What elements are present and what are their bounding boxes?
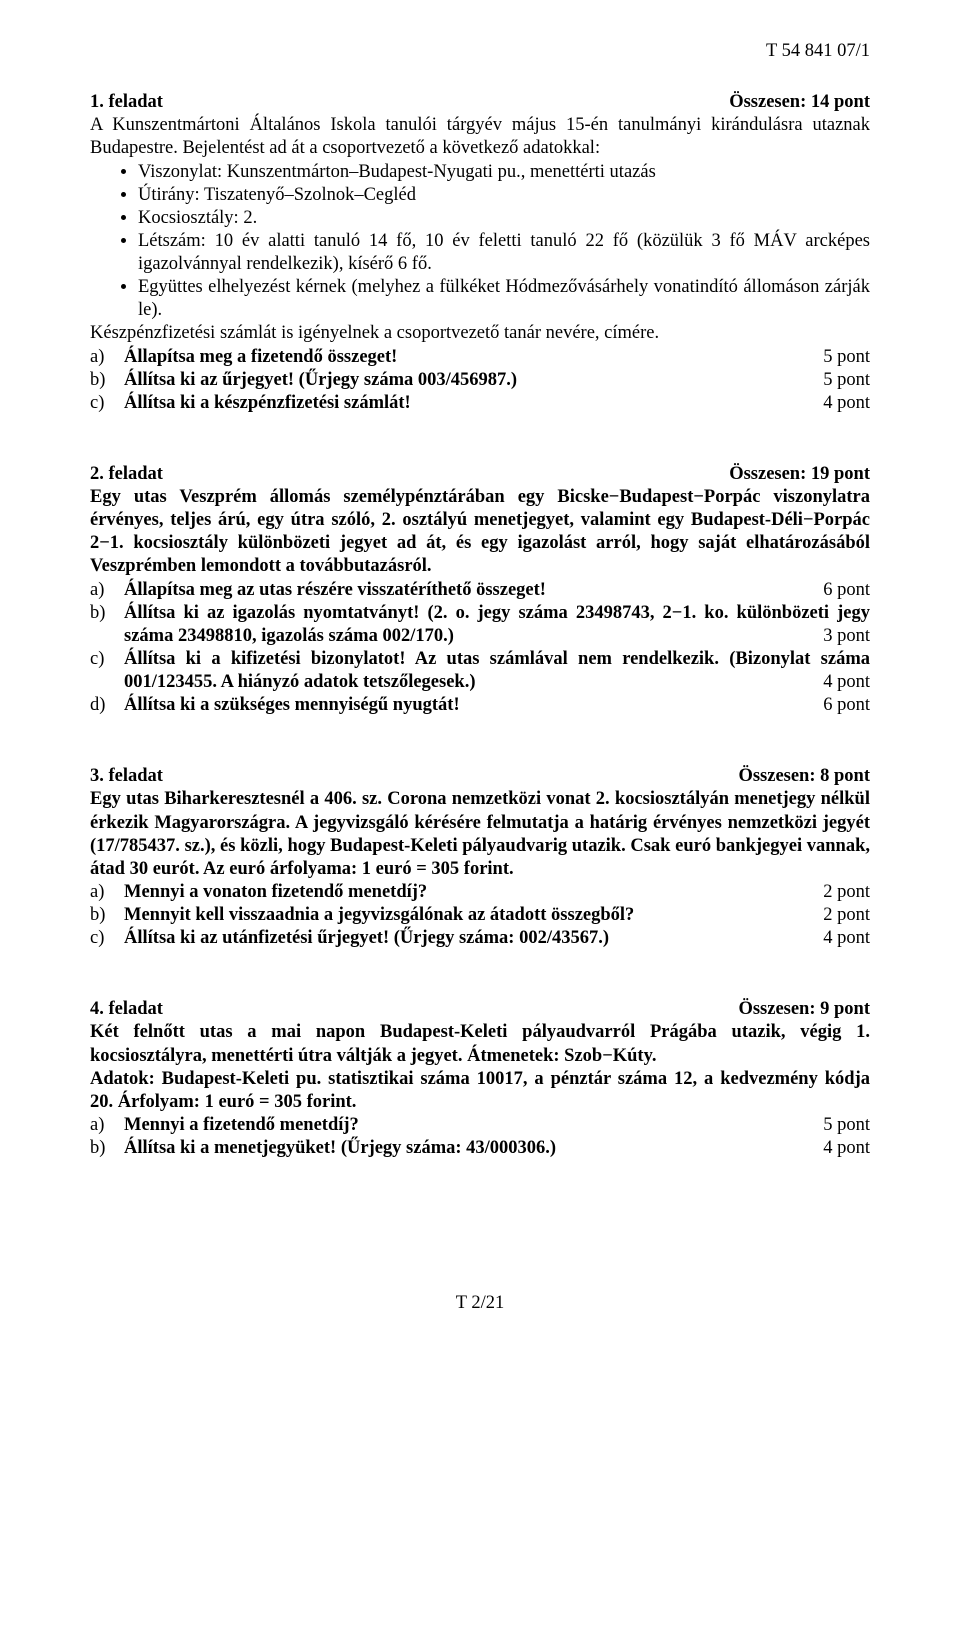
subq-text: Állapítsa meg a fizetendő összeget! 5 po… — [124, 346, 870, 369]
task-2-c: c) Állítsa ki a kifizetési bizonylatot! … — [90, 648, 870, 694]
subq-letter: a) — [90, 579, 124, 602]
subq-points: 4 pont — [823, 392, 870, 415]
task-3: 3. feladat Összesen: 8 pont Egy utas Bih… — [90, 765, 870, 950]
subq-text: Mennyi a vonaton fizetendő menetdíj? 2 p… — [124, 881, 870, 904]
task-1-a: a) Állapítsa meg a fizetendő összeget! 5… — [90, 346, 870, 369]
task-4: 4. feladat Összesen: 9 pont Két felnőtt … — [90, 998, 870, 1160]
task-3-points: Összesen: 8 pont — [738, 765, 870, 788]
subq-points: 5 pont — [823, 369, 870, 392]
subq-letter: a) — [90, 881, 124, 904]
subq-text: Állítsa ki az utánfizetési űrjegyet! (Űr… — [124, 927, 870, 950]
subq-letter: b) — [90, 904, 124, 927]
task-4-intro-1: Két felnőtt utas a mai napon Budapest-Ke… — [90, 1021, 870, 1067]
task-4-intro-2: Adatok: Budapest-Keleti pu. statisztikai… — [90, 1068, 870, 1114]
list-item: Kocsiosztály: 2. — [138, 207, 870, 230]
subq-points: 4 pont — [823, 671, 870, 694]
subq-letter: d) — [90, 694, 124, 717]
subq-body: Mennyi a vonaton fizetendő menetdíj? — [124, 882, 427, 902]
task-1: 1. feladat Összesen: 14 pont A Kunszentm… — [90, 91, 870, 415]
subq-body: Állapítsa meg az utas részére visszatérí… — [124, 580, 546, 600]
subq-letter: b) — [90, 369, 124, 392]
task-1-c: c) Állítsa ki a készpénzfizetési számlát… — [90, 392, 870, 415]
task-3-title: 3. feladat — [90, 765, 163, 788]
task-4-title: 4. feladat — [90, 998, 163, 1021]
task-3-b: b) Mennyit kell visszaadnia a jegyvizsgá… — [90, 904, 870, 927]
subq-points: 2 pont — [823, 881, 870, 904]
subq-body: Mennyit kell visszaadnia a jegyvizsgálón… — [124, 905, 634, 925]
task-1-points: Összesen: 14 pont — [729, 91, 870, 114]
list-item: Létszám: 10 év alatti tanuló 14 fő, 10 é… — [138, 230, 870, 276]
subq-points: 6 pont — [823, 579, 870, 602]
task-1-b: b) Állítsa ki az űrjegyet! (Űrjegy száma… — [90, 369, 870, 392]
subq-body: Állítsa ki az igazolás nyomtatványt! (2.… — [124, 603, 870, 646]
subq-letter: b) — [90, 1137, 124, 1160]
subq-body: Állítsa ki az utánfizetési űrjegyet! (Űr… — [124, 928, 609, 948]
task-3-intro: Egy utas Biharkeresztesnél a 406. sz. Co… — [90, 788, 870, 881]
task-2-head: 2. feladat Összesen: 19 pont — [90, 463, 870, 486]
task-2-intro: Egy utas Veszprém állomás személypénztár… — [90, 486, 870, 579]
subq-points: 6 pont — [823, 694, 870, 717]
list-item: Viszonylat: Kunszentmárton–Budapest-Nyug… — [138, 161, 870, 184]
subq-points: 3 pont — [823, 625, 870, 648]
subq-letter: c) — [90, 392, 124, 415]
list-item: Útirány: Tiszatenyő–Szolnok–Cegléd — [138, 184, 870, 207]
subq-body: Állítsa ki a kifizetési bizonylatot! Az … — [124, 649, 870, 692]
subq-text: Állítsa ki az űrjegyet! (Űrjegy száma 00… — [124, 369, 870, 392]
subq-text: Állítsa ki a menetjegyüket! (Űrjegy szám… — [124, 1137, 870, 1160]
task-2-b: b) Állítsa ki az igazolás nyomtatványt! … — [90, 602, 870, 648]
subq-body: Állapítsa meg a fizetendő összeget! — [124, 347, 397, 367]
task-1-head: 1. feladat Összesen: 14 pont — [90, 91, 870, 114]
task-3-a: a) Mennyi a vonaton fizetendő menetdíj? … — [90, 881, 870, 904]
page-footer: T 2/21 — [90, 1292, 870, 1315]
task-1-intro: A Kunszentmártoni Általános Iskola tanul… — [90, 114, 870, 160]
subq-letter: c) — [90, 927, 124, 950]
task-4-head: 4. feladat Összesen: 9 pont — [90, 998, 870, 1021]
task-2: 2. feladat Összesen: 19 pont Egy utas Ve… — [90, 463, 870, 717]
subq-text: Állítsa ki az igazolás nyomtatványt! (2.… — [124, 602, 870, 648]
subq-points: 4 pont — [823, 1137, 870, 1160]
subq-letter: a) — [90, 346, 124, 369]
task-4-a: a) Mennyi a fizetendő menetdíj? 5 pont — [90, 1114, 870, 1137]
subq-body: Állítsa ki az űrjegyet! (Űrjegy száma 00… — [124, 370, 517, 390]
subq-body: Állítsa ki a szükséges mennyiségű nyugtá… — [124, 695, 460, 715]
subq-text: Mennyit kell visszaadnia a jegyvizsgálón… — [124, 904, 870, 927]
subq-points: 2 pont — [823, 904, 870, 927]
task-2-a: a) Állapítsa meg az utas részére visszat… — [90, 579, 870, 602]
subq-text: Állítsa ki a kifizetési bizonylatot! Az … — [124, 648, 870, 694]
task-1-after-bullets: Készpénzfizetési számlát is igényelnek a… — [90, 322, 870, 345]
task-2-title: 2. feladat — [90, 463, 163, 486]
subq-points: 4 pont — [823, 927, 870, 950]
task-3-head: 3. feladat Összesen: 8 pont — [90, 765, 870, 788]
subq-points: 5 pont — [823, 346, 870, 369]
subq-body: Állítsa ki a menetjegyüket! (Űrjegy szám… — [124, 1138, 556, 1158]
subq-points: 5 pont — [823, 1114, 870, 1137]
task-4-b: b) Állítsa ki a menetjegyüket! (Űrjegy s… — [90, 1137, 870, 1160]
task-2-points: Összesen: 19 pont — [729, 463, 870, 486]
subq-text: Állítsa ki a szükséges mennyiségű nyugtá… — [124, 694, 870, 717]
task-2-d: d) Állítsa ki a szükséges mennyiségű nyu… — [90, 694, 870, 717]
subq-letter: c) — [90, 648, 124, 694]
task-4-points: Összesen: 9 pont — [738, 998, 870, 1021]
list-item: Együttes elhelyezést kérnek (melyhez a f… — [138, 276, 870, 322]
subq-text: Állítsa ki a készpénzfizetési számlát! 4… — [124, 392, 870, 415]
doc-id: T 54 841 07/1 — [90, 40, 870, 63]
subq-body: Állítsa ki a készpénzfizetési számlát! — [124, 393, 411, 413]
subq-letter: b) — [90, 602, 124, 648]
subq-text: Állapítsa meg az utas részére visszatérí… — [124, 579, 870, 602]
subq-text: Mennyi a fizetendő menetdíj? 5 pont — [124, 1114, 870, 1137]
task-1-title: 1. feladat — [90, 91, 163, 114]
task-3-c: c) Állítsa ki az utánfizetési űrjegyet! … — [90, 927, 870, 950]
subq-letter: a) — [90, 1114, 124, 1137]
task-1-bullets: Viszonylat: Kunszentmárton–Budapest-Nyug… — [138, 161, 870, 323]
subq-body: Mennyi a fizetendő menetdíj? — [124, 1115, 359, 1135]
